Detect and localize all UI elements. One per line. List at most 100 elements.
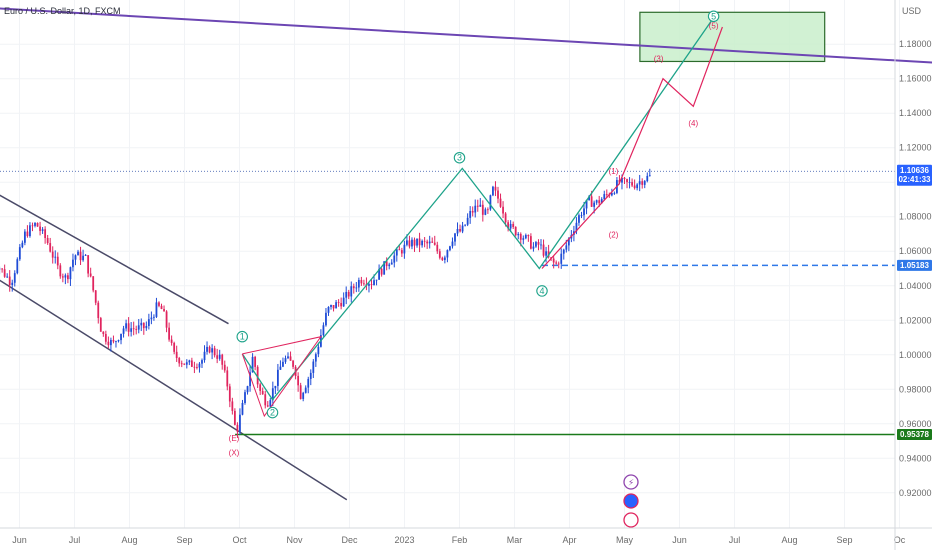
x-tick-label: Jun — [672, 535, 687, 545]
candle-body — [535, 242, 537, 247]
candle-body — [578, 215, 580, 223]
candle-body — [385, 261, 388, 267]
candle-body — [51, 251, 54, 258]
candle-body — [560, 253, 563, 264]
lightning-icon: ⚡ — [623, 474, 639, 490]
candle-body — [555, 262, 558, 264]
candle-body — [198, 363, 201, 368]
candle-body — [289, 356, 292, 361]
x-tick-label: May — [616, 535, 634, 545]
candle-body — [542, 244, 545, 256]
candle-body — [646, 175, 649, 182]
candle-body — [395, 249, 398, 256]
wave-label-red: (3) — [654, 54, 664, 63]
y-tick-label: 1.00000 — [899, 350, 932, 360]
candle-body — [527, 234, 530, 237]
candle-body — [163, 309, 165, 312]
candle-body — [431, 241, 434, 243]
candle-body — [350, 286, 353, 297]
candle-body — [451, 241, 454, 247]
candle-body — [540, 244, 542, 246]
candle-body — [99, 318, 102, 332]
candle-body — [557, 263, 560, 265]
globe-icon-circle — [623, 493, 639, 509]
candle-body — [373, 280, 375, 285]
red-projection-line — [541, 26, 723, 269]
candle-body — [471, 210, 474, 213]
candle-body — [178, 358, 181, 364]
candle-body — [49, 243, 52, 252]
candle-body — [400, 250, 403, 254]
candle-body — [251, 356, 254, 373]
candle-body — [309, 372, 312, 379]
candle-body — [125, 323, 127, 329]
channel-upper-line — [0, 194, 229, 325]
x-tick-label: Jul — [69, 535, 81, 545]
candle-body — [438, 251, 441, 258]
candle-body — [160, 305, 163, 310]
candle-body — [643, 181, 646, 185]
candle-body — [332, 305, 335, 309]
candle-body — [605, 194, 608, 195]
x-tick-label: Sep — [176, 535, 192, 545]
wave-circle — [453, 151, 466, 164]
annotations-front: 1 2 3 4 5 (E) (X) (1) (2) (3) (4) (5) ⚡ — [229, 10, 723, 528]
x-tick-label: Mar — [507, 535, 523, 545]
candle-body — [271, 388, 274, 401]
level-1-tag-box — [897, 259, 932, 271]
candle-body — [34, 222, 36, 226]
candle-body — [216, 355, 219, 359]
x-tick-label: Dec — [341, 535, 358, 545]
candle-body — [481, 204, 484, 215]
candle-body — [502, 206, 504, 214]
candle-body — [443, 257, 446, 260]
level-2-tag-box — [897, 429, 932, 441]
x-tick-label: Apr — [562, 535, 576, 545]
candle-body — [89, 273, 92, 277]
candle-body — [97, 302, 100, 319]
candle-body — [241, 402, 244, 415]
current-price-tag-text: 1.10636 — [900, 166, 929, 175]
candle-body — [110, 339, 112, 346]
candle-body — [375, 279, 378, 281]
candle-body — [312, 361, 315, 373]
candle-body — [256, 366, 259, 385]
candle-body — [347, 291, 350, 297]
candle-body — [266, 405, 269, 407]
candle-body — [127, 323, 130, 332]
candle-body — [183, 363, 186, 365]
candle-body — [221, 354, 224, 365]
candle-body — [72, 259, 74, 268]
candle-body — [185, 362, 188, 365]
x-tick-label: 2023 — [394, 535, 414, 545]
candle-body — [246, 386, 249, 393]
candle-body — [380, 268, 383, 275]
wave-label-teal: 5 — [711, 11, 716, 21]
candle-body — [196, 367, 198, 368]
wave-label-red: (1) — [609, 167, 619, 176]
level-1-tag-text: 1.05183 — [900, 261, 929, 270]
candle-body — [497, 190, 499, 199]
candle-body — [363, 283, 365, 285]
candle-body — [23, 231, 26, 243]
candle-body — [69, 267, 72, 280]
candle-body — [610, 193, 613, 196]
candle-body — [484, 209, 487, 215]
candle-body — [641, 181, 644, 185]
y-tick-label: 1.08000 — [899, 212, 932, 222]
candle-body — [512, 223, 515, 227]
candle-body — [228, 386, 231, 402]
candle-body — [26, 231, 29, 237]
candle-body — [514, 226, 517, 236]
candle-body — [269, 400, 272, 407]
candle-body — [175, 351, 178, 359]
x-tick-label: Aug — [121, 535, 137, 545]
candle-body — [474, 205, 477, 213]
candle-body — [357, 279, 360, 288]
candle-body — [254, 356, 257, 367]
wave-circle — [266, 406, 279, 419]
candle-body — [29, 225, 31, 237]
y-tick-label: 0.96000 — [899, 419, 932, 429]
